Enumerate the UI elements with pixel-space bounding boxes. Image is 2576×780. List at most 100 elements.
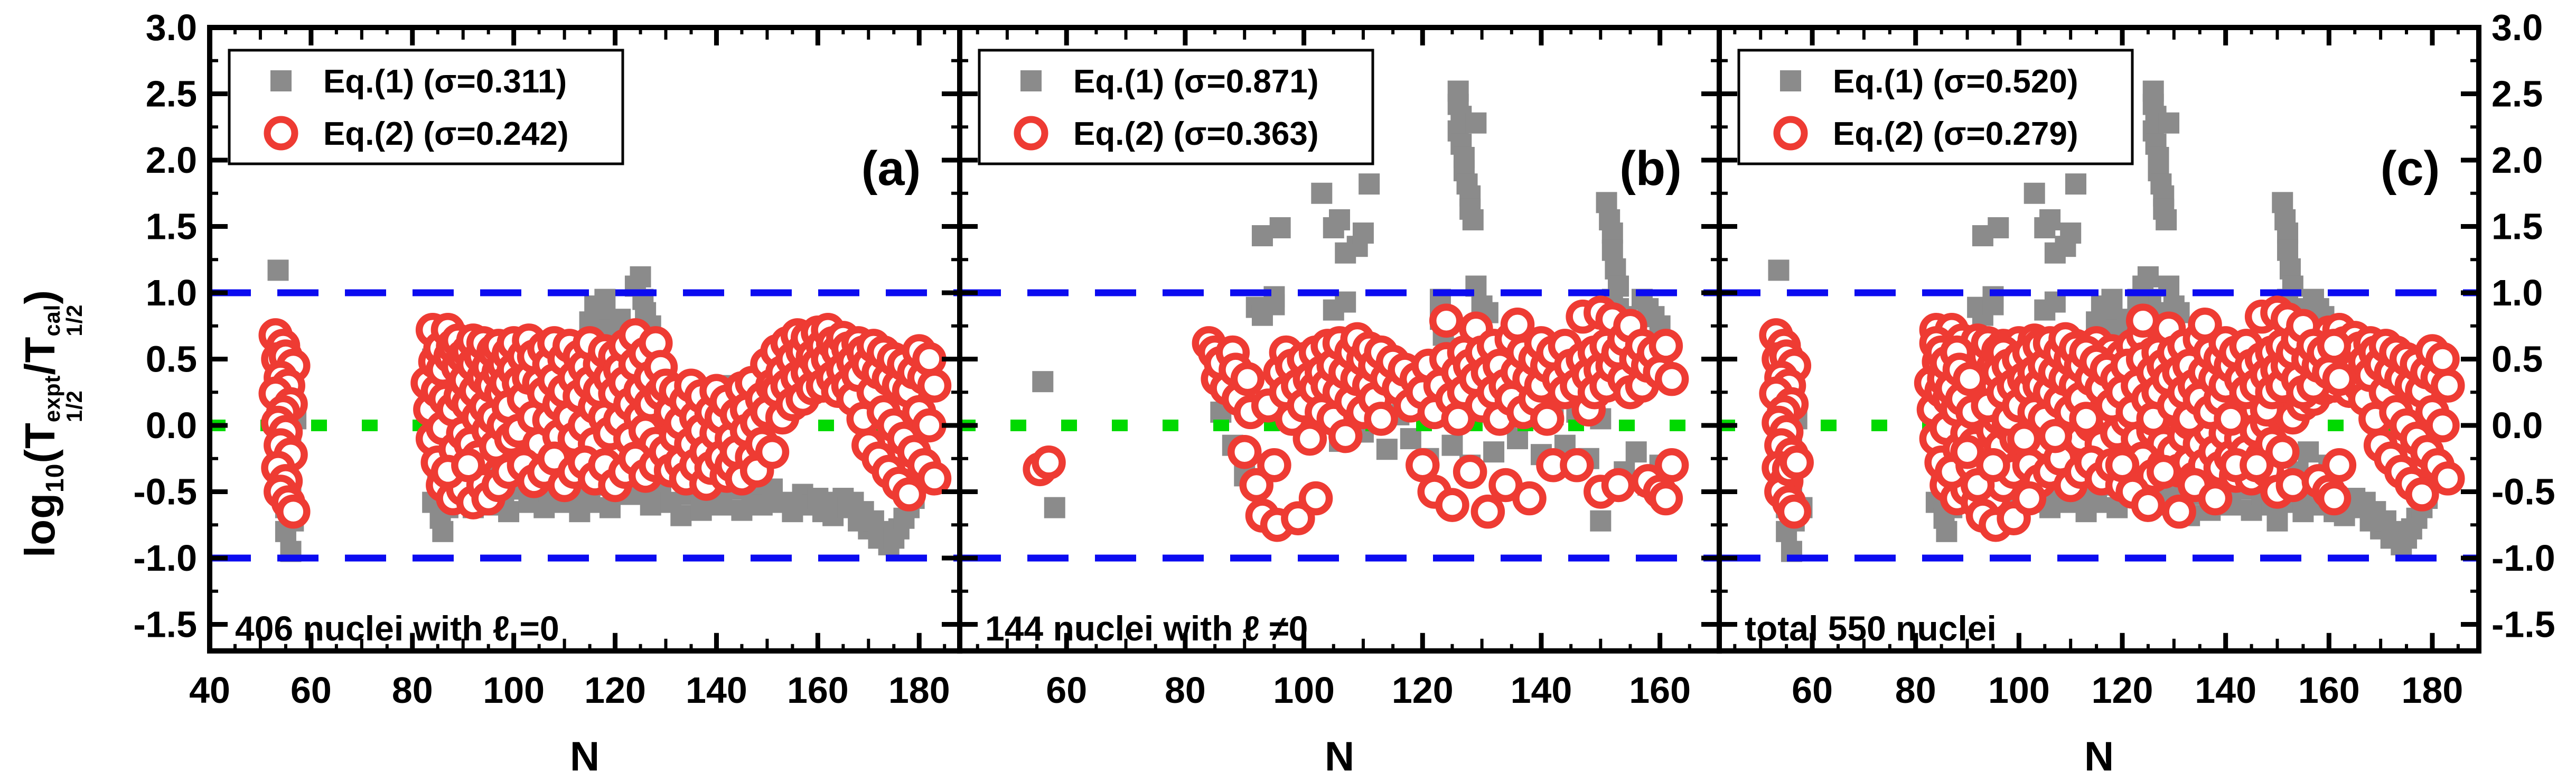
square-point: [1768, 259, 1790, 281]
y-tick-label-right: 2.0: [2491, 140, 2543, 181]
y-tick-label-left: 1.0: [146, 272, 197, 313]
panel-annotation: 144 nuclei with ℓ ≠0: [985, 609, 1308, 648]
circle-point: [755, 434, 790, 469]
panel-letter: (a): [861, 142, 921, 196]
y-title-sub-half-1: 1/2: [61, 390, 87, 423]
square-point: [670, 505, 692, 526]
circle-point: [2147, 454, 2181, 489]
circle-point: [2317, 481, 2352, 516]
circle-point: [1257, 448, 1291, 482]
panel-letter: (b): [1619, 142, 1681, 196]
circle-point: [1453, 454, 1487, 489]
circle-point: [2131, 488, 2166, 522]
square-point: [267, 259, 289, 281]
y-tick-label-right: 1.0: [2491, 272, 2543, 313]
circle-point: [1239, 468, 1273, 503]
square-point: [1263, 294, 1285, 315]
x-tick-label: 60: [291, 670, 332, 711]
x-tick-label: 160: [1629, 670, 1691, 711]
panel-frame: [1717, 25, 2481, 654]
circle-point: [2240, 448, 2274, 482]
legend-label: Eq.(1) (σ=0.871): [1073, 63, 1319, 100]
y-title-log: log: [16, 493, 63, 558]
y-title-sub-half-2: 1/2: [61, 304, 87, 337]
circle-point: [1435, 488, 1469, 522]
circle-point: [2425, 408, 2460, 443]
y-tick-label-right: -1.0: [2491, 537, 2555, 579]
circle-point: [1654, 361, 1689, 396]
y-title-sup-cal: cal: [40, 304, 65, 337]
x-axis-title: N: [2084, 733, 2114, 779]
legend-square-marker: [1780, 70, 1801, 91]
y-tick-label-left: 1.5: [146, 206, 197, 247]
data-layer: [1719, 80, 2479, 562]
y-tick-label-right: 2.5: [2491, 73, 2543, 115]
square-point: [2277, 239, 2299, 261]
square-point: [1376, 439, 1398, 460]
circle-point: [1648, 481, 1683, 516]
circle-point: [451, 448, 485, 482]
x-tick-label: 180: [2402, 670, 2463, 711]
circle-point: [1228, 434, 1262, 469]
x-tick-label: 100: [483, 670, 545, 711]
circle-point: [1406, 448, 1440, 482]
square-point: [1032, 371, 1054, 393]
square-point: [1936, 521, 1957, 542]
y-tick-label-right: -1.5: [2491, 604, 2555, 645]
data-layer: [210, 259, 960, 562]
circle-point: [2317, 329, 2352, 363]
square-point: [2156, 209, 2177, 230]
square-point: [432, 521, 454, 542]
legend-label: Eq.(2) (σ=0.279): [1833, 116, 2078, 152]
square-point: [2266, 510, 2288, 532]
panel-annotation: total 550 nuclei: [1745, 609, 1997, 648]
square-point: [2060, 222, 2082, 244]
y-tick-label-left: -1.0: [133, 537, 197, 579]
y-title-stack-cal: cal 1/2: [40, 304, 87, 337]
panel-c: 60 80 100 120 140 160 180 3.0 2.5 2.0 1.5 1.0 0.5 0.0…: [1717, 7, 2555, 779]
square-point: [2158, 112, 2180, 134]
legend-circle-marker: [1014, 116, 1048, 151]
circle-point: [2405, 477, 2439, 512]
square-point: [1982, 294, 2004, 315]
circle-point: [1950, 434, 1984, 469]
circle-point: [1298, 481, 1333, 516]
circle-point: [1601, 468, 1636, 503]
x-tick-label: 160: [787, 670, 849, 711]
x-tick-label: 80: [392, 670, 433, 711]
circle-point: [917, 368, 952, 403]
y-tick-label-left: 0.5: [146, 339, 197, 380]
square-point: [594, 289, 616, 310]
panel-a: 40 60 80 100 120 140 160 180 3.0 2.5 2.0 1.5 1.0 0.5 0…: [133, 7, 962, 779]
circle-point: [2322, 448, 2357, 482]
panel-annotation: 406 nuclei with ℓ =0: [235, 609, 559, 648]
y-tick-label-right: -0.5: [2491, 471, 2555, 513]
circle-point: [2322, 361, 2357, 396]
circle-point: [2431, 461, 2465, 496]
legend: Eq.(1) (σ=0.311) Eq.(2) (σ=0.242): [228, 49, 624, 165]
legend-box: [1737, 49, 2134, 165]
circle-point: [1429, 303, 1464, 338]
square-point: [2024, 182, 2045, 204]
y-title-stack-expt: expt 1/2: [40, 375, 87, 423]
circle-point: [1560, 448, 1594, 482]
legend-circle-marker: [264, 116, 298, 151]
circle-point: [1512, 481, 1547, 516]
square-point: [1329, 209, 1350, 230]
circle-point: [276, 494, 311, 529]
circle-point: [1953, 361, 1987, 396]
circle-point: [2105, 448, 2140, 482]
y-axis-title: log10(T expt 1/2/T cal 1/2): [16, 290, 87, 558]
square-point: [1311, 182, 1333, 204]
legend-label: Eq.(2) (σ=0.242): [323, 116, 569, 152]
square-point: [1462, 209, 1484, 230]
y-tick-label-right: 3.0: [2491, 7, 2543, 48]
square-point: [1465, 112, 1487, 134]
circle-point: [2038, 419, 2073, 453]
x-tick-label: 120: [1392, 670, 1454, 711]
circle-point: [2198, 481, 2233, 516]
x-tick-label: 140: [1511, 670, 1572, 711]
circle-point: [2265, 434, 2300, 469]
legend-label: Eq.(2) (σ=0.363): [1073, 116, 1319, 152]
